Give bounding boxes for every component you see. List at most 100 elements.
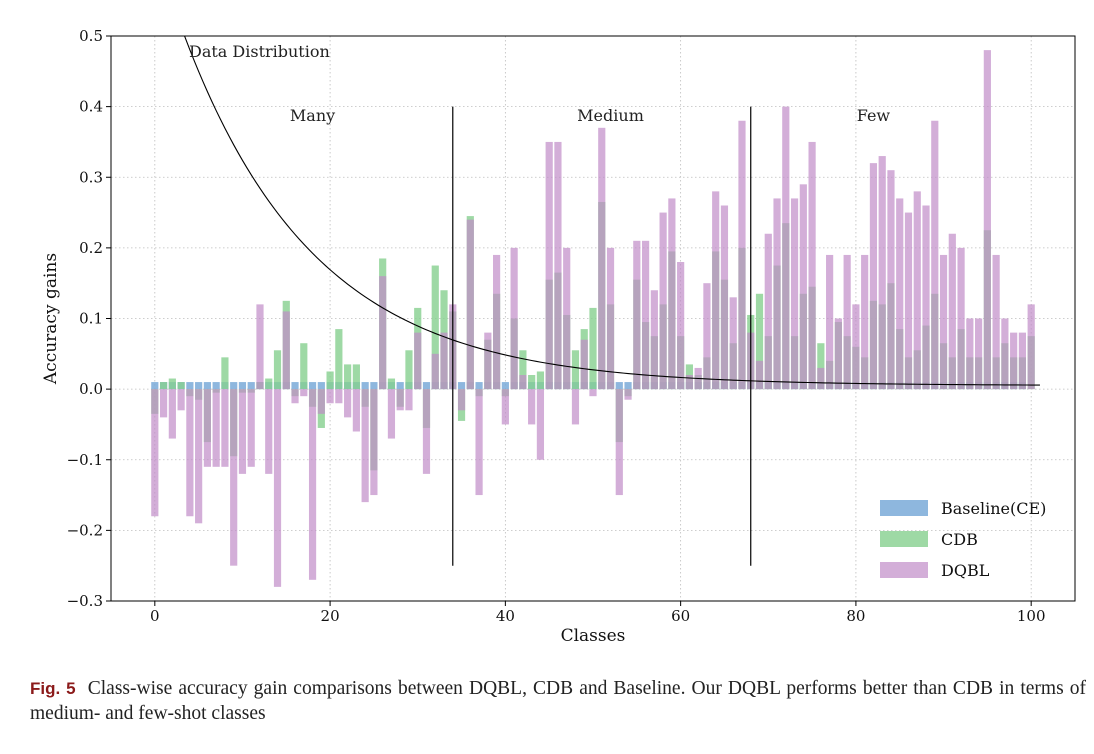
dqbl-bar: [712, 191, 720, 390]
dqbl-bar: [606, 247, 615, 390]
dqbl-bar: [519, 375, 527, 390]
x-tick-label: 0: [150, 607, 160, 625]
dqbl-bar: [668, 198, 676, 390]
dqbl-bar: [1010, 332, 1018, 390]
dqbl-bar: [203, 389, 211, 467]
baseline-bar: [422, 382, 431, 390]
dqbl-bar: [370, 389, 378, 496]
dqbl-series: [151, 50, 1035, 587]
dqbl-bar: [992, 254, 1000, 390]
dqbl-bar: [615, 389, 623, 496]
dqbl-bar: [896, 198, 904, 390]
cdb-bar: [335, 329, 343, 390]
legend-label-baseline: Baseline(CE): [941, 499, 1046, 518]
cdb-bar: [168, 378, 176, 390]
dqbl-bar: [536, 389, 545, 460]
y-tick-label: 0.1: [79, 310, 103, 328]
cdb-bar: [405, 350, 413, 390]
dqbl-bar: [300, 389, 308, 397]
dqbl-bar: [545, 141, 553, 390]
data-distribution-curve: [183, 36, 1040, 386]
baseline-bar: [361, 382, 369, 390]
dqbl-bar: [598, 127, 606, 390]
cdb-bar: [159, 382, 168, 390]
dqbl-bar: [808, 141, 816, 390]
y-tick-label: −0.2: [67, 521, 103, 539]
cdb-bar: [571, 350, 580, 390]
dqbl-bar: [685, 375, 693, 390]
group-label-many: Many: [290, 106, 335, 125]
dqbl-bar: [177, 389, 185, 411]
dqbl-bar: [957, 247, 965, 390]
cdb-bar: [344, 364, 352, 390]
dqbl-bar: [931, 120, 939, 390]
dqbl-bar: [677, 262, 685, 390]
dqbl-bar: [282, 311, 290, 390]
dqbl-bar: [1001, 318, 1009, 390]
dqbl-bar: [843, 254, 851, 390]
legend-swatch-baseline: [880, 500, 928, 516]
dqbl-bar: [151, 389, 159, 517]
cdb-bar: [265, 378, 273, 390]
baseline-series: [151, 382, 1027, 390]
dqbl-bar: [729, 297, 737, 390]
dqbl-bar: [484, 332, 492, 390]
x-tick-label: 80: [846, 607, 865, 625]
caption-text: Class-wise accuracy gain comparisons bet…: [30, 678, 1086, 724]
dqbl-bar: [396, 389, 404, 411]
y-tick-label: 0.4: [79, 98, 103, 116]
group-dividers: [452, 106, 752, 566]
y-tick-label: 0.5: [79, 27, 103, 45]
dqbl-bar: [755, 360, 764, 390]
x-tick-label: 60: [671, 607, 690, 625]
dqbl-bar: [703, 283, 711, 390]
figure-caption: Fig. 5 Class-wise accuracy gain comparis…: [30, 676, 1086, 726]
dqbl-bar: [221, 389, 229, 467]
dqbl-bar: [422, 389, 431, 474]
dqbl-bar: [273, 389, 282, 587]
dqbl-bar: [720, 205, 729, 390]
dqbl-bar: [493, 254, 501, 390]
dqbl-bar: [861, 254, 869, 390]
baseline-bar: [501, 382, 509, 390]
baseline-bar: [195, 382, 203, 390]
dqbl-bar: [869, 163, 878, 390]
legend-label-cdb: CDB: [941, 530, 978, 549]
dqbl-bar: [291, 389, 299, 404]
baseline-bar: [308, 382, 317, 390]
dqbl-bar: [335, 389, 343, 404]
dqbl-bar: [948, 233, 956, 390]
cdb-bar: [387, 378, 396, 390]
cdb-bar: [528, 375, 536, 390]
group-label-few: Few: [857, 106, 891, 125]
dqbl-bar: [326, 389, 334, 404]
dqbl-bar: [790, 198, 799, 390]
dqbl-bar: [563, 247, 571, 390]
dqbl-bar: [834, 318, 842, 390]
group-label-medium: Medium: [577, 106, 644, 125]
dqbl-bar: [782, 106, 790, 390]
cdb-bar: [221, 357, 229, 390]
dqbl-bar: [633, 240, 641, 390]
dqbl-bar: [405, 389, 413, 411]
dqbl-bar: [589, 389, 597, 397]
y-tick-label: 0.2: [79, 239, 103, 257]
dqbl-bar: [528, 389, 536, 425]
legend-swatch-dqbl: [880, 562, 928, 578]
dqbl-bar: [939, 254, 948, 390]
cdb-bar: [177, 382, 185, 390]
x-tick-label: 100: [1017, 607, 1046, 625]
legend-label-dqbl: DQBL: [941, 561, 990, 580]
cdb-bar: [519, 350, 527, 390]
cdb-bar: [273, 350, 282, 390]
baseline-bar: [457, 382, 466, 390]
dqbl-bar: [975, 318, 983, 390]
dqbl-bar: [440, 332, 448, 390]
y-tick-label: 0.0: [79, 380, 103, 398]
dqbl-bar: [238, 389, 247, 474]
dqbl-bar: [344, 389, 352, 418]
dqbl-bar: [212, 389, 220, 467]
baseline-bar: [396, 382, 404, 390]
cdb-bar: [817, 343, 825, 390]
x-tick-label: 20: [321, 607, 340, 625]
